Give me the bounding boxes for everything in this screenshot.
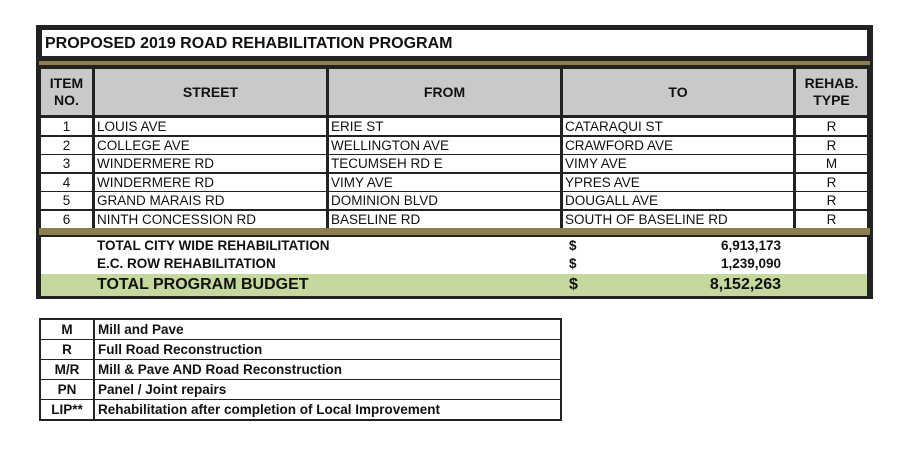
- cell-to: YPRES AVE: [563, 173, 793, 191]
- cell-to: CATARAQUI ST: [563, 118, 793, 135]
- cell-street: WINDERMERE RD: [95, 173, 326, 191]
- cell-no: 5: [41, 192, 92, 209]
- legend-description: Rehabilitation after completion of Local…: [98, 402, 441, 417]
- cell-street: COLLEGE AVE: [95, 136, 326, 154]
- cell-type: R: [796, 136, 867, 154]
- rehab-type-legend: M Mill and Pave R Full Road Reconstruction M…: [39, 318, 562, 421]
- legend-row: R Full Road Reconstruction: [41, 340, 560, 360]
- total-city-wide-row: TOTAL CITY WIDE REHABILITATION $ 6,913,1…: [41, 237, 867, 255]
- cell-type: R: [796, 210, 867, 228]
- cell-from: TECUMSEH RD E: [329, 155, 560, 172]
- legend-row: PN Panel / Joint repairs: [41, 380, 560, 400]
- header-street: STREET: [95, 69, 326, 115]
- cell-type: R: [796, 118, 867, 135]
- legend-row: LIP** Rehabilitation after completion of …: [41, 400, 560, 419]
- cell-to: VIMY AVE: [563, 155, 793, 172]
- legend-code: M: [41, 320, 95, 339]
- legend-description: Full Road Reconstruction: [98, 342, 263, 357]
- header-rehab-type: REHAB. TYPE: [796, 69, 867, 115]
- total-value: 1,239,090: [720, 256, 781, 271]
- cell-to: CRAWFORD AVE: [563, 136, 793, 154]
- table-row: 3 WINDERMERE RD TECUMSEH RD E VIMY AVE M: [41, 155, 870, 172]
- cell-street: GRAND MARAIS RD: [95, 192, 326, 209]
- currency: $: [569, 238, 577, 253]
- cell-no: 4: [41, 173, 92, 191]
- header-item-no: ITEM NO.: [41, 69, 92, 115]
- legend-code: LIP**: [41, 400, 95, 419]
- cell-street: LOUIS AVE: [95, 118, 326, 135]
- cell-from: DOMINION BLVD: [329, 192, 560, 209]
- total-program-budget-row: TOTAL PROGRAM BUDGET $ 8,152,263: [41, 274, 867, 296]
- table-row: 4 WINDERMERE RD VIMY AVE YPRES AVE R: [41, 173, 870, 191]
- cell-type: R: [796, 192, 867, 209]
- table-row: 5 GRAND MARAIS RD DOMINION BLVD DOUGALL AVE…: [41, 192, 870, 209]
- total-value: 6,913,173: [720, 238, 781, 253]
- table-title: PROPOSED 2019 ROAD REHABILITATION PROGRA…: [42, 30, 867, 56]
- table-row: 6 NINTH CONCESSION RD BASELINE RD SOUTH OF …: [41, 210, 870, 228]
- currency: $: [569, 276, 578, 293]
- cell-to: SOUTH OF BASELINE RD: [563, 210, 793, 228]
- cell-to: DOUGALL AVE: [563, 192, 793, 209]
- divider: [39, 228, 870, 235]
- legend-code: PN: [41, 380, 95, 399]
- cell-no: 6: [41, 210, 92, 228]
- cell-street: NINTH CONCESSION RD: [95, 210, 326, 228]
- total-label: TOTAL CITY WIDE REHABILITATION: [97, 238, 330, 253]
- cell-no: 1: [41, 118, 92, 135]
- totals-section: TOTAL CITY WIDE REHABILITATION $ 6,913,1…: [41, 237, 867, 296]
- cell-from: ERIE ST: [329, 118, 560, 135]
- road-program-table: PROPOSED 2019 ROAD REHABILITATION PROGRA…: [36, 25, 873, 299]
- legend-code: R: [41, 340, 95, 359]
- ec-row-row: E.C. ROW REHABILITATION $ 1,239,090: [41, 255, 867, 273]
- cell-no: 2: [41, 136, 92, 154]
- legend-row: M/R Mill & Pave AND Road Reconstruction: [41, 360, 560, 380]
- cell-from: WELLINGTON AVE: [329, 136, 560, 154]
- currency: $: [569, 256, 577, 271]
- header-row: ITEM NO. STREET FROM TO REHAB. TYPE: [41, 69, 870, 115]
- total-label: TOTAL PROGRAM BUDGET: [97, 276, 309, 293]
- legend-row: M Mill and Pave: [41, 320, 560, 340]
- legend-code: M/R: [41, 360, 95, 379]
- table-row: 2 COLLEGE AVE WELLINGTON AVE CRAWFORD AVE R: [41, 136, 870, 154]
- legend-description: Mill & Pave AND Road Reconstruction: [98, 362, 343, 377]
- cell-street: WINDERMERE RD: [95, 155, 326, 172]
- total-label: E.C. ROW REHABILITATION: [97, 256, 276, 271]
- cell-type: M: [796, 155, 867, 172]
- legend-description: Mill and Pave: [98, 322, 184, 337]
- cell-no: 3: [41, 155, 92, 172]
- cell-type: R: [796, 173, 867, 191]
- table-row: 1 LOUIS AVE ERIE ST CATARAQUI ST R: [41, 118, 870, 135]
- legend-description: Panel / Joint repairs: [98, 382, 227, 397]
- header-from: FROM: [329, 69, 560, 115]
- total-value: 8,152,263: [709, 276, 781, 293]
- divider: [39, 61, 870, 65]
- cell-from: VIMY AVE: [329, 173, 560, 191]
- header-to: TO: [563, 69, 793, 115]
- cell-from: BASELINE RD: [329, 210, 560, 228]
